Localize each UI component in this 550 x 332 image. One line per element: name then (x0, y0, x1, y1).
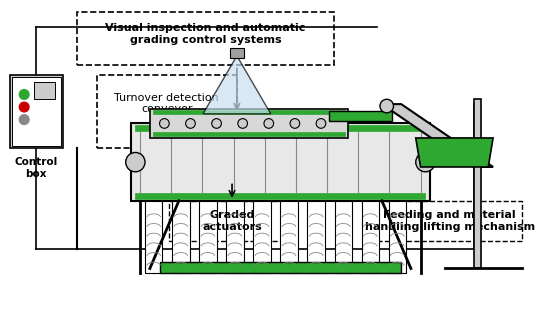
Circle shape (19, 90, 29, 99)
Circle shape (380, 99, 393, 113)
Circle shape (416, 152, 435, 172)
Circle shape (212, 119, 222, 128)
Text: Turnover detection
conveyor: Turnover detection conveyor (114, 93, 219, 115)
Text: Control
box: Control box (15, 157, 58, 179)
Bar (199, 201, 217, 273)
Bar (169, 201, 295, 241)
Polygon shape (416, 138, 493, 167)
Bar (230, 48, 244, 58)
Bar (254, 201, 271, 273)
Circle shape (19, 115, 29, 124)
Bar (10, 75, 63, 148)
Bar (389, 201, 406, 273)
Bar (145, 201, 162, 273)
Bar (474, 99, 481, 269)
Bar (361, 201, 379, 273)
Bar (135, 193, 425, 199)
Circle shape (186, 119, 195, 128)
Circle shape (264, 119, 273, 128)
Circle shape (126, 152, 145, 172)
Bar (153, 110, 345, 114)
Polygon shape (382, 104, 493, 167)
Circle shape (316, 119, 326, 128)
Text: Graded
actuators: Graded actuators (202, 210, 262, 232)
Bar (130, 124, 430, 201)
Bar (150, 109, 348, 138)
Bar (78, 12, 333, 65)
Bar (97, 75, 237, 148)
Bar (334, 201, 352, 273)
Circle shape (160, 119, 169, 128)
Bar (153, 132, 345, 136)
Bar (34, 82, 55, 99)
Bar (307, 201, 325, 273)
Circle shape (19, 102, 29, 112)
Bar (377, 201, 522, 241)
Bar (12, 77, 61, 146)
Text: Visual inspection and automatic
grading control systems: Visual inspection and automatic grading … (105, 23, 306, 45)
Circle shape (238, 119, 248, 128)
Bar (160, 262, 402, 273)
Text: Feeding and material
handling lifting mechanism: Feeding and material handling lifting me… (365, 210, 535, 232)
Bar (329, 111, 392, 121)
Bar (135, 125, 425, 131)
Bar (172, 201, 190, 273)
Circle shape (290, 119, 300, 128)
Polygon shape (203, 56, 271, 114)
Bar (280, 201, 298, 273)
Bar (226, 201, 244, 273)
